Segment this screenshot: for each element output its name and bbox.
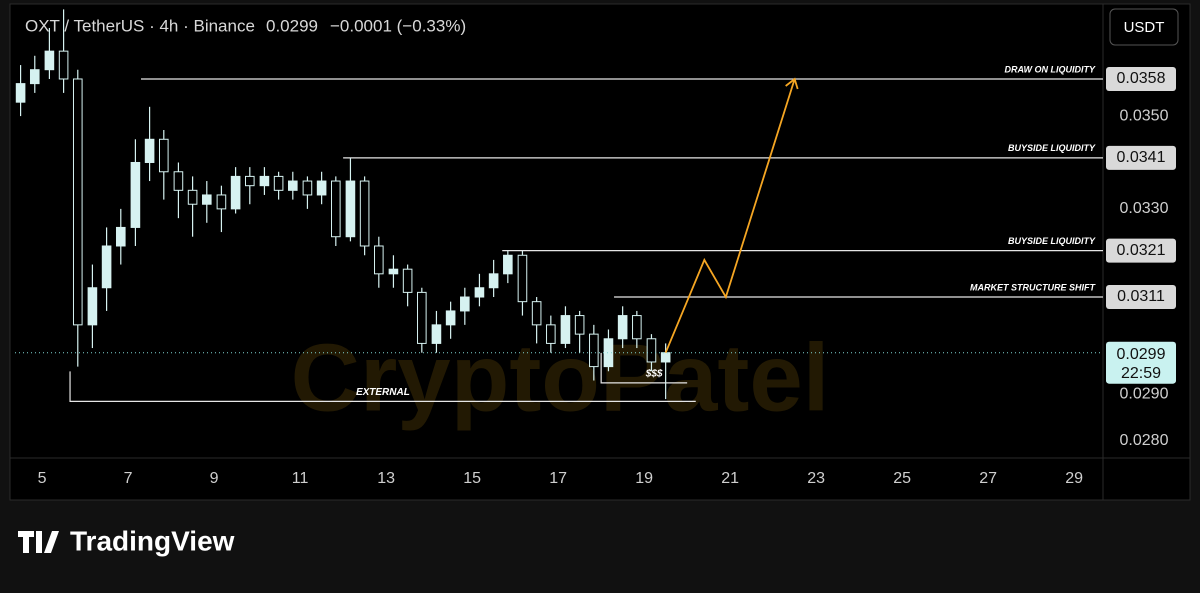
projection [664,78,796,354]
candle-body [546,324,556,344]
candle-body [474,287,485,298]
x-tick-label: 23 [807,470,825,487]
level-text: BUYSIDE LIQUIDITY [1008,143,1096,153]
price-label: 0.0299 [1117,346,1166,363]
candle-body [316,180,327,196]
liquidity-text: $$$ [645,368,663,379]
candle-body [15,83,26,103]
level-text: DRAW ON LIQUIDITY [1005,64,1096,74]
symbol: OXT / TetherUS · 4h · Binance [25,16,255,35]
candle-body [574,315,585,335]
x-tick-label: 11 [292,470,309,487]
price-change: −0.0001 (−0.33%) [330,16,466,35]
candle-body [488,273,499,289]
candle-body [646,338,657,363]
level-label-box [1106,66,1176,91]
candle-body [460,296,470,312]
candle-body [589,333,599,368]
brand-logo [18,531,59,553]
y-tick-label: 0.0280 [1120,432,1169,449]
candle-body [72,78,83,326]
level-label: 0.0321 [1117,242,1166,259]
x-tick-label: 17 [549,470,567,487]
x-tick-label: 15 [463,470,481,487]
last-price: 0.0299 [266,16,318,35]
candle-body [560,315,571,344]
candle-body [445,310,456,326]
candle-body [115,226,126,247]
x-tick-label: 9 [210,470,219,487]
candle-body [101,245,112,289]
candle-body [29,69,40,85]
candle-body [216,194,227,210]
x-tick-label: 29 [1065,470,1083,487]
candle-body [130,161,141,228]
y-tick-label: 0.0330 [1120,200,1169,217]
candle-body [273,175,284,191]
candle-body [58,50,69,80]
candle-body [617,315,628,340]
brand: TradingView [70,525,235,556]
chart-panel [9,3,1191,501]
candle-body [173,171,184,191]
x-tick-label: 25 [893,470,911,487]
candle-body [660,352,671,363]
candle-body [503,254,513,275]
countdown: 22:59 [1121,365,1161,382]
liquidity-text: EXTERNAL [356,387,410,398]
candle-body [302,180,313,196]
x-tick-label: 19 [635,470,653,487]
candle-body [402,268,413,293]
currency[interactable]: USDT [1124,19,1165,36]
level-label-box [1106,285,1176,310]
candle-body [374,245,384,275]
x-tick-label: 7 [124,470,133,487]
level-label: 0.0341 [1117,149,1166,166]
level-label-box [1106,145,1176,170]
level-label: 0.0358 [1117,70,1166,87]
x-tick-label: 5 [38,470,47,487]
candle-body [345,180,356,238]
candle-body [417,291,427,344]
candle-body [603,338,614,368]
x-tick-label: 13 [377,470,395,487]
watermark: CryptoPatel [291,324,830,431]
liquidity-line [600,352,688,384]
level-label: 0.0311 [1117,288,1165,305]
y-tick-label: 0.0290 [1120,386,1169,403]
projection-arrowhead [785,77,799,90]
level-text: MARKET STRUCTURE SHIFT [970,282,1096,292]
candle-body [388,268,399,275]
candle-body [245,175,255,187]
candle-body [632,315,642,340]
currency-button[interactable] [1109,8,1179,46]
candle-body [87,287,98,326]
liquidity-line [69,371,696,403]
candle-body [331,180,341,238]
y-tick-label: 0.0350 [1120,107,1169,124]
candle-body [531,301,542,326]
level-text: BUYSIDE LIQUIDITY [1008,236,1096,246]
candle-body [230,175,241,210]
candle-body [187,189,198,205]
candle-body [44,50,55,71]
candle-body [259,175,270,187]
candle-body [201,194,212,205]
price-label-box [1106,341,1176,384]
candle-body [517,254,528,303]
candle-body [158,138,169,173]
level-label-box [1106,238,1176,263]
x-tick-label: 21 [721,470,739,487]
candle-body [288,180,298,191]
candle-body [431,324,442,344]
candle-body [144,138,155,163]
candle-body [359,180,370,247]
x-tick-label: 27 [979,470,997,487]
